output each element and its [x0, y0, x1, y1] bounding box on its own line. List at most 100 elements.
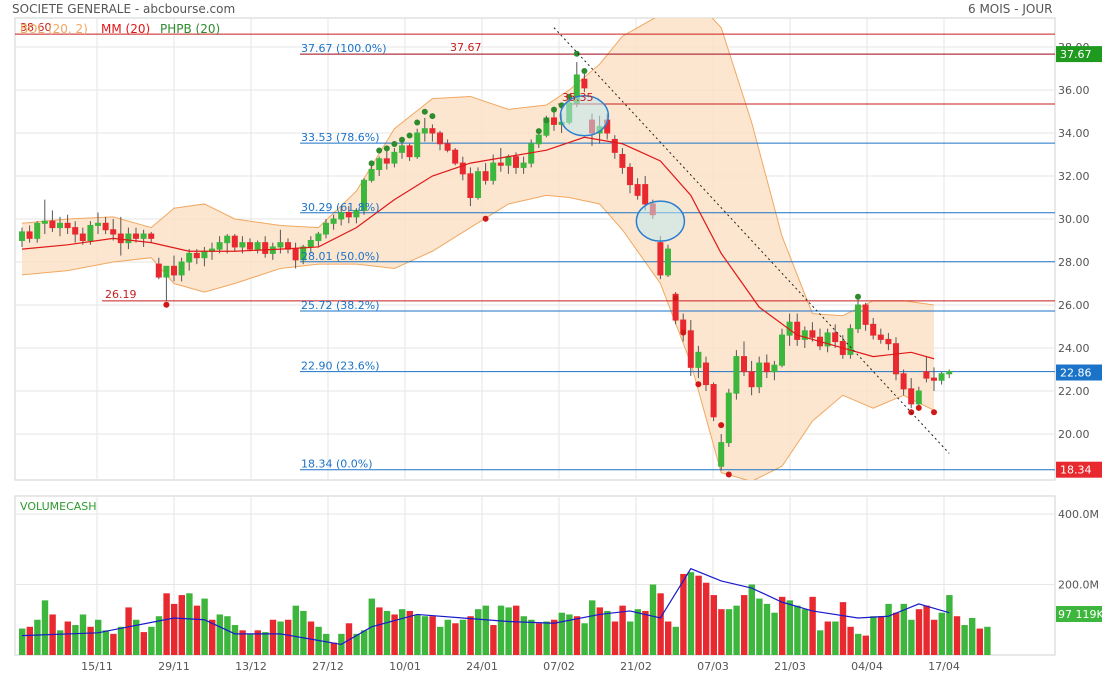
fibonacci-level-label: 37.67 (100.0%)	[301, 42, 387, 55]
volume-bar	[877, 616, 885, 655]
candle-body	[323, 222, 329, 235]
phpb-low-dot	[482, 215, 489, 222]
date-tick-label: 13/12	[235, 660, 267, 673]
volume-bar	[497, 605, 505, 655]
date-tick-label: 21/02	[620, 660, 652, 673]
volume-bar	[247, 633, 254, 655]
candle-body	[832, 332, 839, 343]
price-tag-label: 22.86	[1060, 367, 1092, 380]
candle-body	[710, 384, 717, 418]
phpb-high-dot	[406, 132, 413, 139]
volume-bar	[855, 633, 862, 655]
date-tick-label: 15/11	[81, 660, 113, 673]
candle-body	[452, 149, 459, 164]
volume-bar	[801, 609, 809, 655]
candle-body	[893, 343, 899, 375]
volume-bar	[269, 619, 277, 655]
candle-body	[877, 334, 884, 340]
volume-bar	[786, 600, 793, 655]
date-tick-label: 17/04	[928, 660, 960, 673]
fibonacci-level-label: 22.90 (23.6%)	[301, 360, 380, 373]
volume-last-tag-label: 97 119K	[1058, 608, 1102, 621]
date-tick-label: 07/02	[543, 660, 575, 673]
candle-body	[201, 250, 208, 259]
phpb-high-dot	[573, 50, 580, 57]
candle-body	[437, 132, 443, 145]
candle-body	[855, 304, 861, 330]
volume-bar	[231, 625, 239, 655]
volume-bar	[490, 625, 497, 655]
volume-bar	[984, 626, 991, 655]
candle-body	[931, 377, 937, 381]
candle-body	[262, 242, 269, 254]
volume-bar	[870, 616, 877, 655]
volume-bar	[41, 600, 49, 655]
candle-body	[862, 304, 869, 325]
volume-bar	[824, 621, 831, 655]
legend-entry: PHPB (20)	[160, 22, 220, 36]
volume-bar	[953, 616, 961, 655]
price-tick-label: 32.00	[1058, 170, 1090, 183]
candle-body	[665, 248, 671, 276]
phpb-high-dot	[855, 293, 861, 300]
volume-bar	[262, 632, 269, 655]
candle-body	[148, 233, 155, 239]
volume-bar	[193, 605, 201, 655]
volume-bar	[649, 584, 657, 655]
date-tick-label: 10/01	[389, 660, 421, 673]
candle-body	[41, 220, 48, 224]
volume-bar	[57, 630, 64, 655]
candle-body	[155, 263, 162, 278]
candle-body	[140, 233, 147, 239]
candle-body	[581, 78, 588, 89]
volume-bar	[406, 610, 413, 655]
candle-body	[786, 321, 793, 336]
volume-bar	[505, 607, 512, 655]
candle-body	[733, 356, 740, 394]
candle-body	[231, 235, 238, 248]
candle-body	[741, 356, 747, 373]
candle-body	[627, 166, 633, 186]
phpb-high-dot	[543, 117, 550, 124]
volume-bar	[938, 612, 945, 655]
phpb-high-dot	[376, 147, 383, 154]
volume-tick-label: 400.0M	[1058, 508, 1099, 521]
candle-body	[171, 265, 177, 276]
volume-bar	[330, 642, 337, 655]
volume-bar	[551, 619, 558, 655]
price-panel-frame	[14, 17, 1056, 481]
volume-bar	[596, 607, 603, 655]
volume-bar	[323, 633, 330, 655]
volume-bar	[817, 630, 824, 655]
candle-body	[695, 351, 702, 368]
date-tick-label: 27/12	[312, 660, 344, 673]
price-tick-label: 30.00	[1058, 213, 1090, 226]
volume-bar	[703, 582, 710, 655]
candle-body	[376, 158, 383, 171]
candle-body	[406, 145, 413, 158]
volume-bar	[839, 602, 847, 655]
fibonacci-level-label: 33.53 (78.6%)	[301, 131, 380, 144]
candle-body	[824, 332, 831, 347]
volume-bar	[946, 595, 953, 655]
candle-body	[247, 242, 253, 250]
candle-body	[908, 388, 915, 405]
phpb-low-dot	[163, 301, 170, 308]
volume-bar	[923, 605, 930, 655]
candle-body	[946, 371, 953, 375]
volume-bar	[634, 609, 641, 655]
candle-body	[634, 184, 641, 196]
candle-body	[771, 364, 778, 373]
volume-bar	[893, 612, 900, 655]
candle-body	[801, 330, 808, 340]
candle-body	[49, 220, 56, 229]
volume-bar	[361, 630, 368, 655]
resistance-label: 37.67	[450, 41, 482, 54]
volume-bar	[763, 603, 771, 655]
candle-body	[277, 242, 284, 248]
candle-body	[938, 373, 945, 381]
date-tick-label: 21/03	[774, 660, 806, 673]
bollinger-lower-line	[21, 194, 935, 480]
candle-body	[391, 151, 398, 164]
